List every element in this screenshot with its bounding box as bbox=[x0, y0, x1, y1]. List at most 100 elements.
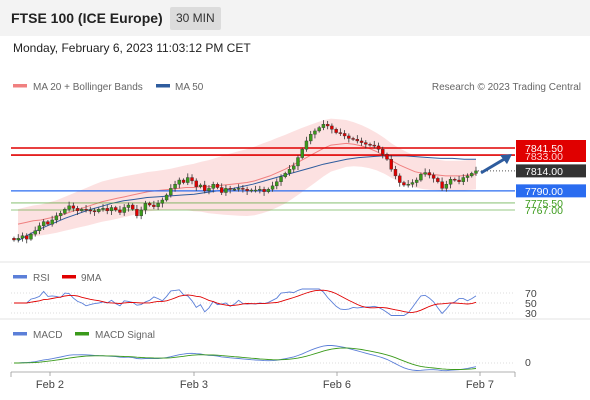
candle-body bbox=[29, 233, 33, 240]
candle-body bbox=[194, 180, 198, 187]
candle-body bbox=[37, 225, 42, 232]
candle-body bbox=[173, 184, 177, 189]
candle-body bbox=[156, 203, 160, 207]
target-label-1: 7775.50 bbox=[525, 198, 563, 210]
candle-body bbox=[92, 210, 97, 213]
candle-body bbox=[143, 203, 148, 211]
candle-body bbox=[389, 159, 393, 170]
candle-body bbox=[126, 204, 131, 208]
copyright-text: Research © 2023 Trading Central bbox=[432, 82, 581, 93]
rsi-tick-label: 30 bbox=[525, 308, 537, 320]
rsi-legend-swatch bbox=[13, 275, 27, 279]
support-label-bg bbox=[516, 184, 586, 198]
candle-body bbox=[181, 179, 186, 183]
9ma-legend-swatch bbox=[62, 275, 76, 279]
candle-body bbox=[20, 235, 25, 239]
ma50-legend-label: MA 50 bbox=[175, 82, 204, 93]
candle-body bbox=[275, 181, 279, 187]
candle-body bbox=[266, 188, 271, 192]
candle-body bbox=[292, 165, 296, 170]
candle-body bbox=[50, 219, 54, 225]
instrument-title: FTSE 100 (ICE Europe) bbox=[11, 10, 163, 26]
candle-body bbox=[330, 125, 334, 130]
candle-body bbox=[398, 175, 402, 183]
candle-body bbox=[372, 144, 376, 147]
candle-body bbox=[249, 189, 254, 192]
candle-body bbox=[364, 142, 368, 145]
ma50-legend-swatch bbox=[156, 84, 170, 88]
resistance-label-2: 7833.00 bbox=[525, 151, 563, 163]
x-axis-tick-label: Feb 6 bbox=[323, 379, 351, 391]
candle-body bbox=[283, 173, 287, 177]
candle-body bbox=[245, 188, 249, 192]
candle-body bbox=[410, 182, 415, 185]
candle-body bbox=[448, 179, 453, 185]
candle-body bbox=[313, 130, 317, 135]
candle-body bbox=[33, 230, 37, 235]
macd-signal-legend-label: MACD Signal bbox=[95, 330, 155, 341]
candle-body bbox=[75, 208, 80, 212]
candle-body bbox=[80, 208, 84, 212]
candle-body bbox=[308, 134, 313, 142]
candle-body bbox=[12, 238, 16, 241]
candle-body bbox=[355, 139, 360, 142]
rsi-tick-label: 50 bbox=[525, 298, 537, 310]
candle-body bbox=[440, 181, 444, 189]
target-label-2-text: 7767.00 bbox=[525, 205, 563, 217]
candle-body bbox=[342, 133, 347, 137]
target-label-1-text: 7775.50 bbox=[525, 198, 563, 210]
candle-body bbox=[431, 174, 436, 179]
candle-body bbox=[414, 179, 419, 183]
interval-button[interactable]: 30 MIN bbox=[170, 7, 221, 30]
candle-body bbox=[461, 177, 465, 182]
candle-body bbox=[279, 176, 283, 182]
macd-legend-label: MACD bbox=[33, 330, 62, 341]
support-label: 7790.00 bbox=[516, 184, 586, 198]
bollinger-band-area bbox=[18, 118, 476, 240]
x-axis-tick-label: Feb 2 bbox=[36, 379, 64, 391]
candle-body bbox=[317, 127, 321, 132]
candle-body bbox=[262, 188, 266, 192]
candle-body bbox=[325, 124, 330, 127]
candle-body bbox=[63, 208, 67, 214]
candle-body bbox=[71, 205, 76, 209]
resistance-label-1-text: 7841.50 bbox=[525, 143, 563, 155]
candle-body bbox=[160, 199, 165, 204]
candle-body bbox=[423, 172, 427, 175]
candle-body bbox=[253, 189, 258, 192]
candle-body bbox=[347, 135, 351, 139]
candle-body bbox=[241, 188, 245, 190]
candle-body bbox=[101, 208, 105, 210]
candle-body bbox=[207, 188, 211, 192]
candle-body bbox=[84, 208, 88, 211]
ma20-legend-swatch bbox=[13, 84, 27, 88]
ma20-legend-label: MA 20 + Bollinger Bands bbox=[33, 82, 143, 93]
rsi-tick-label: 70 bbox=[525, 288, 537, 300]
rsi-legend-label: RSI bbox=[33, 273, 50, 284]
last-price-label-text: 7814.00 bbox=[525, 166, 563, 178]
resistance-label-bg bbox=[516, 140, 586, 162]
candle-body bbox=[321, 124, 326, 128]
ma20-line bbox=[17, 142, 477, 225]
candle-body bbox=[177, 179, 182, 185]
candle-body bbox=[296, 157, 300, 167]
candle-body bbox=[190, 177, 194, 182]
x-axis-tick-label: Feb 7 bbox=[466, 379, 494, 391]
candle-body bbox=[381, 149, 385, 155]
candle-body bbox=[228, 188, 232, 190]
candle-body bbox=[147, 203, 152, 206]
candle-body bbox=[114, 207, 118, 211]
x-axis-tick-label: Feb 3 bbox=[180, 379, 208, 391]
candle-body bbox=[470, 173, 474, 177]
candle-body bbox=[436, 178, 440, 182]
candle-body bbox=[385, 154, 389, 160]
target-label-2: 7767.00 bbox=[525, 205, 563, 217]
candle-body bbox=[105, 208, 109, 212]
candle-body bbox=[453, 179, 457, 181]
candle-body bbox=[427, 172, 432, 176]
candle-body bbox=[287, 169, 292, 174]
forecast-arrow-shaft bbox=[480, 156, 507, 175]
candle-body bbox=[406, 184, 410, 186]
candle-body bbox=[41, 221, 46, 227]
